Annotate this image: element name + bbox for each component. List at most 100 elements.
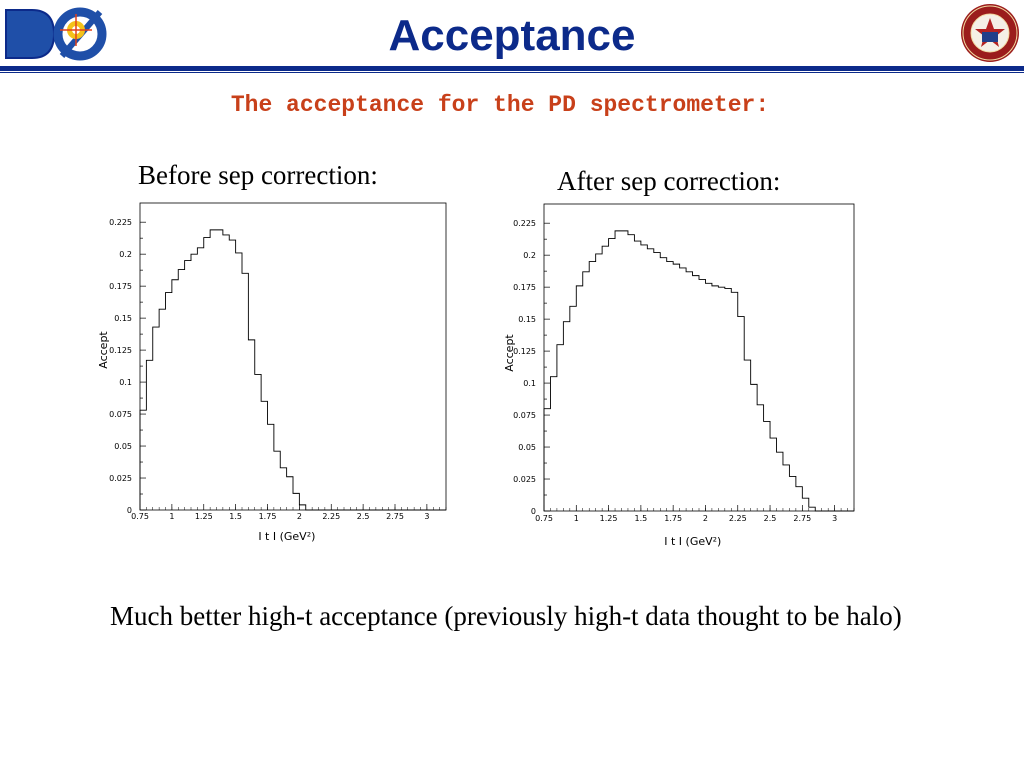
y-tick-label: 0.125 — [109, 346, 132, 355]
histogram-bin — [248, 340, 254, 510]
y-tick-label: 0.225 — [109, 218, 132, 227]
histogram-bin — [757, 405, 763, 511]
x-tick-label: 2 — [297, 512, 302, 521]
histogram-bin — [197, 248, 203, 510]
university-seal-logo — [960, 2, 1020, 64]
y-tick-label: 0 — [127, 506, 132, 515]
histogram-bin — [622, 231, 628, 511]
histogram-bin — [686, 272, 692, 511]
y-tick-label: 0.025 — [513, 475, 536, 484]
histogram-outline — [139, 229, 446, 511]
histogram-bin — [185, 261, 191, 510]
histogram-bin — [725, 288, 731, 511]
histogram-bin — [680, 268, 686, 511]
histogram-bin — [802, 498, 808, 511]
histogram-bin — [609, 239, 615, 511]
y-axis-title: Accept — [97, 331, 110, 369]
histogram-bin — [287, 477, 293, 510]
x-tick-label: 0.75 — [131, 512, 149, 521]
histogram-bin — [229, 240, 235, 510]
histogram-bin — [654, 253, 660, 511]
histogram-before: 0 0.025 0.05 0.075 0.1 0.125 0.15 0.175 0.2 0.225… — [97, 195, 460, 555]
y-tick-label: 0.15 — [114, 314, 132, 323]
x-tick-label: 1.75 — [259, 512, 277, 521]
x-tick-label: 1.5 — [229, 512, 242, 521]
histogram-bin — [261, 401, 267, 510]
histogram-bin — [217, 230, 223, 510]
histogram-before-svg: 0 0.025 0.05 0.075 0.1 0.125 0.15 0.175 0.2 0.225… — [97, 202, 447, 543]
y-tick-label: 0.2 — [119, 250, 132, 259]
histogram-bin — [210, 230, 216, 510]
y-tick-label: 0.1 — [119, 378, 132, 387]
histogram-bins — [544, 231, 815, 511]
histogram-bin — [583, 272, 589, 511]
histogram-bin — [660, 258, 666, 511]
y-tick-label: 0.05 — [518, 443, 536, 452]
histogram-bin — [550, 377, 556, 511]
histogram-bin — [293, 493, 299, 510]
y-tick-label: 0.2 — [523, 251, 536, 260]
histogram-bin — [783, 465, 789, 511]
x-tick-label: 2.5 — [357, 512, 370, 521]
histogram-bin — [751, 384, 757, 511]
histogram-bin — [576, 286, 582, 511]
x-tick-label: 1.25 — [600, 514, 618, 523]
histogram-bin — [641, 245, 647, 511]
histogram-bin — [172, 280, 178, 510]
y-axis-title: Accept — [503, 334, 516, 372]
histogram-bin — [204, 238, 210, 510]
histogram-bin — [140, 410, 146, 510]
histogram-bin — [280, 468, 286, 510]
x-axis-title: I t I (GeV²) — [664, 535, 721, 548]
histogram-bin — [789, 476, 795, 511]
histogram-after-svg: 0 0.025 0.05 0.075 0.1 0.125 0.15 0.175 0.2 0.225… — [503, 203, 855, 548]
x-tick-label: 2.75 — [386, 512, 404, 521]
histogram-bin — [178, 270, 184, 510]
histogram-bin — [557, 345, 563, 511]
histogram-bin — [770, 438, 776, 511]
histogram-bin — [223, 235, 229, 510]
x-tick-label: 2 — [703, 514, 708, 523]
histogram-bin — [236, 253, 242, 510]
caption-before: Before sep correction: — [138, 160, 378, 190]
y-tick-label: 0.175 — [513, 283, 536, 292]
x-tick-label: 2.75 — [793, 514, 811, 523]
histogram-bin — [796, 487, 802, 511]
histogram-bin — [693, 276, 699, 511]
x-tick-label: 1.75 — [664, 514, 682, 523]
y-tick-label: 0.1 — [523, 379, 536, 388]
histogram-bin — [673, 264, 679, 511]
x-tick-label: 2.25 — [322, 512, 340, 521]
x-tick-label: 1 — [169, 512, 174, 521]
histogram-bin — [274, 451, 280, 510]
histogram-bin — [255, 374, 261, 510]
d0-logo — [2, 2, 112, 62]
histogram-bin — [634, 241, 640, 511]
histogram-bin — [191, 254, 197, 510]
histogram-bin — [628, 235, 634, 511]
histogram-bin — [777, 452, 783, 511]
histogram-after: 0 0.025 0.05 0.075 0.1 0.125 0.15 0.175 0.2 0.225… — [500, 195, 870, 560]
histogram-bin — [589, 262, 595, 511]
y-tick-label: 0.15 — [518, 315, 536, 324]
histogram-bin — [699, 279, 705, 511]
histogram-bin — [299, 505, 305, 510]
x-tick-label: 2.5 — [764, 514, 777, 523]
d0-letter-o — [53, 7, 107, 61]
x-tick-label: 3 — [832, 514, 837, 523]
histogram-bin — [718, 287, 724, 511]
x-tick-label: 1.5 — [635, 514, 648, 523]
y-tick-label: 0.175 — [109, 282, 132, 291]
histogram-bin — [268, 424, 274, 510]
histogram-bin — [602, 246, 608, 511]
y-tick-label: 0.05 — [114, 442, 132, 451]
x-tick-label: 1.25 — [195, 512, 213, 521]
y-tick-label: 0 — [531, 507, 536, 516]
x-axis-title: I t I (GeV²) — [258, 530, 315, 543]
histogram-bin — [146, 360, 152, 510]
caption-after: After sep correction: — [557, 166, 781, 196]
histogram-bin — [738, 317, 744, 511]
histogram-bin — [744, 360, 750, 511]
y-tick-label: 0.075 — [513, 411, 536, 420]
title-rule-thin — [0, 72, 1024, 73]
